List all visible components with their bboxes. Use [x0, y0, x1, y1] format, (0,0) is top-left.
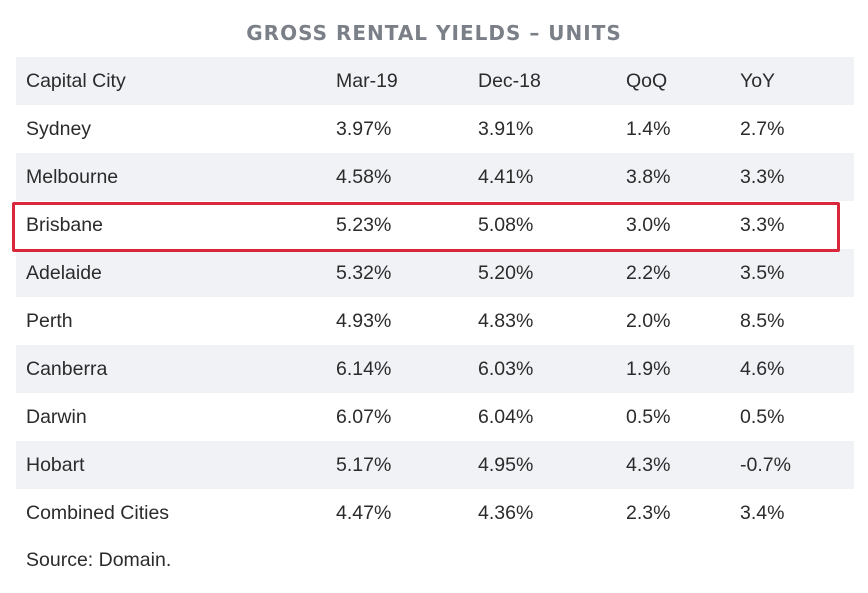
- table-row: Combined Cities 4.47% 4.36% 2.3% 3.4%: [16, 489, 854, 537]
- cell-dec-18: 5.20%: [468, 249, 616, 297]
- cell-mar-19: 5.17%: [326, 441, 468, 489]
- cell-mar-19: 4.58%: [326, 153, 468, 201]
- cell-yoy: 2.7%: [740, 117, 785, 140]
- table-row: Perth 4.93% 4.83% 2.0% 8.5%: [16, 297, 854, 345]
- cell-qoq: 1.4%: [626, 117, 671, 140]
- table-row: Darwin 6.07% 6.04% 0.5% 0.5%: [16, 393, 854, 441]
- cell-qoq: 3.8%: [616, 153, 730, 201]
- cell-city: Canberra: [16, 345, 326, 393]
- cell-mar-19: 4.93%: [336, 309, 392, 332]
- cell-city: Hobart: [16, 441, 326, 489]
- cell-mar-19: 6.07%: [336, 405, 392, 428]
- cell-yoy: -0.7%: [730, 441, 854, 489]
- cell-qoq: 4.3%: [616, 441, 730, 489]
- column-header-mar-19: Mar-19: [326, 57, 468, 105]
- cell-qoq: 0.5%: [626, 405, 671, 428]
- cell-city: Darwin: [26, 405, 87, 428]
- cell-qoq: 2.3%: [626, 501, 671, 524]
- cell-mar-19: 5.23%: [336, 213, 392, 236]
- cell-yoy: 8.5%: [740, 309, 785, 332]
- cell-yoy: 3.3%: [740, 213, 785, 236]
- column-header-qoq: QoQ: [616, 57, 730, 105]
- cell-mar-19: 4.47%: [336, 501, 392, 524]
- cell-yoy: 3.3%: [730, 153, 854, 201]
- cell-dec-18: 4.41%: [468, 153, 616, 201]
- source-note: Source: Domain.: [26, 549, 172, 571]
- cell-dec-18: 4.36%: [478, 501, 534, 524]
- column-header-dec-18: Dec-18: [468, 57, 616, 105]
- cell-dec-18: 5.08%: [478, 213, 534, 236]
- cell-dec-18: 6.04%: [478, 405, 534, 428]
- cell-mar-19: 6.14%: [326, 345, 468, 393]
- cell-dec-18: 3.91%: [478, 117, 534, 140]
- column-header-capital-city: Capital City: [16, 57, 326, 105]
- cell-city: Sydney: [26, 117, 92, 140]
- table-row-highlighted: Brisbane 5.23% 5.08% 3.0% 3.3%: [16, 201, 854, 249]
- cell-qoq: 2.0%: [626, 309, 671, 332]
- cell-qoq: 1.9%: [616, 345, 730, 393]
- cell-yoy: 3.4%: [740, 501, 785, 524]
- cell-dec-18: 4.95%: [468, 441, 616, 489]
- table-header-row: Capital City Mar-19 Dec-18 QoQ YoY: [16, 57, 854, 105]
- table-row: Sydney 3.97% 3.91% 1.4% 2.7%: [16, 105, 854, 153]
- cell-dec-18: 4.83%: [478, 309, 534, 332]
- cell-mar-19: 5.32%: [326, 249, 468, 297]
- cell-dec-18: 6.03%: [468, 345, 616, 393]
- cell-yoy: 4.6%: [730, 345, 854, 393]
- table-title: GROSS RENTAL YIELDS – UNITS: [246, 21, 622, 45]
- cell-yoy: 3.5%: [730, 249, 854, 297]
- cell-city: Combined Cities: [26, 501, 170, 524]
- cell-city: Adelaide: [16, 249, 326, 297]
- table-row: Hobart 5.17% 4.95% 4.3% -0.7%: [16, 441, 854, 489]
- cell-qoq: 3.0%: [626, 213, 671, 236]
- cell-mar-19: 3.97%: [336, 117, 392, 140]
- table-row: Melbourne 4.58% 4.41% 3.8% 3.3%: [16, 153, 854, 201]
- rental-yields-table: Capital City Mar-19 Dec-18 QoQ YoY Sydne…: [16, 57, 854, 537]
- table-row: Adelaide 5.32% 5.20% 2.2% 3.5%: [16, 249, 854, 297]
- column-header-yoy: YoY: [730, 57, 854, 105]
- table-row: Canberra 6.14% 6.03% 1.9% 4.6%: [16, 345, 854, 393]
- cell-qoq: 2.2%: [616, 249, 730, 297]
- cell-yoy: 0.5%: [740, 405, 785, 428]
- cell-city: Brisbane: [26, 213, 103, 236]
- cell-city: Melbourne: [16, 153, 326, 201]
- cell-city: Perth: [26, 309, 73, 332]
